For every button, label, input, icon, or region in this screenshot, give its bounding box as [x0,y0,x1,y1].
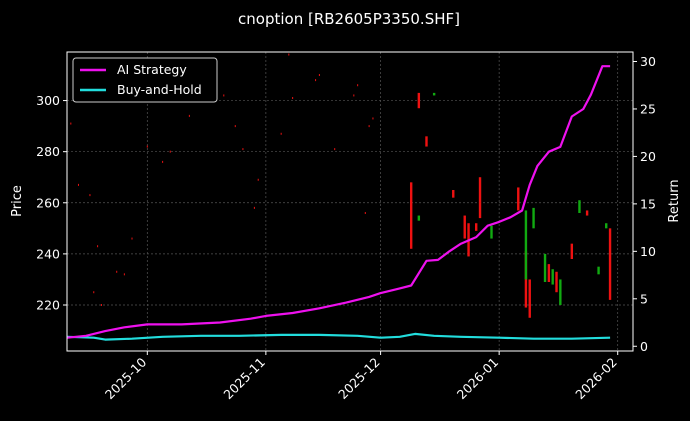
candle [578,200,581,213]
candle [425,136,428,147]
candle [417,92,421,109]
candle [551,269,554,285]
candle [463,215,466,239]
candle [605,223,608,229]
legend-label-bh: Buy-and-Hold [117,82,202,97]
y-axis-label-right: Return [667,179,682,222]
series-line-ai-strategy [66,65,611,339]
candle [555,271,558,293]
y-tick-label-left: 260 [36,195,60,210]
candle [532,207,535,229]
trade-marks [70,53,374,306]
y-tick-label-right: 10 [640,244,656,259]
candle [543,253,547,282]
chart-title: cnoption [RB2605P3350.SHF] [238,10,460,28]
y-tick-label-right: 20 [640,149,656,164]
legend-box [72,57,218,103]
candle [528,279,531,318]
candle [432,92,436,96]
y-tick-label-left: 280 [36,144,60,159]
legend: AI Strategy Buy-and-Hold [72,57,218,103]
series-lines [66,65,611,341]
candle [517,187,520,211]
candle [570,243,574,259]
candle [524,210,528,280]
candle [559,279,562,305]
candle [409,182,413,249]
candle [597,266,600,275]
y-tick-label-right: 25 [640,101,656,116]
candle [585,210,589,216]
y-tick-label-right: 5 [640,291,648,306]
candle [475,223,478,231]
y-tick-label-left: 220 [36,298,60,313]
y-tick-label-right: 15 [640,196,656,211]
candle [490,225,493,239]
candle [608,228,612,300]
legend-label-ai: AI Strategy [117,62,187,77]
y-tick-label-left: 240 [36,246,60,261]
y-axis-label-left: Price [10,185,25,217]
candle [417,215,421,221]
candle [547,264,551,282]
y-tick-label-right: 0 [640,339,648,354]
candles [409,92,612,318]
plot-frame [66,51,634,352]
series-line-buy-and-hold [66,332,611,341]
y-tick-label-right: 30 [640,54,656,69]
candle [452,190,455,198]
y-tick-label-left: 300 [36,93,60,108]
candle [478,177,482,219]
